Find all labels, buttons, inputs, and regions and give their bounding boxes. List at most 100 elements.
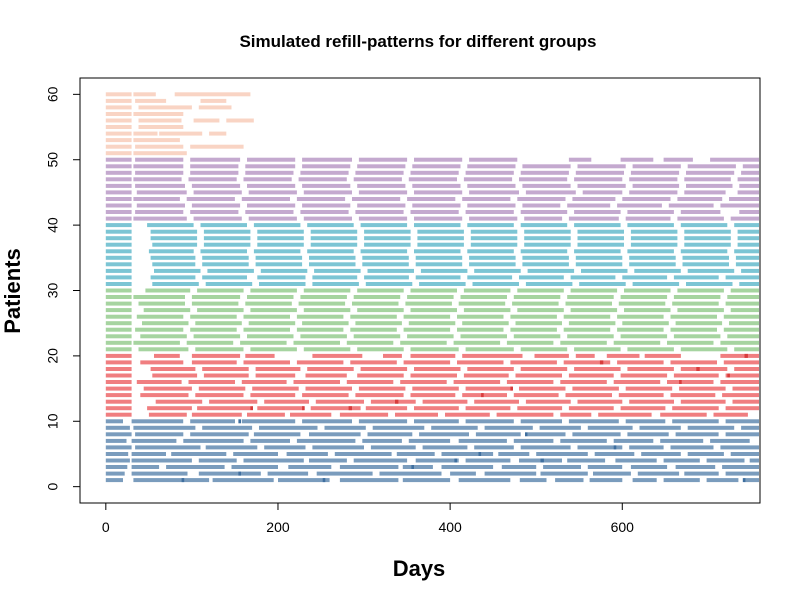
refill-segment — [357, 183, 406, 188]
refill-segment — [410, 308, 457, 313]
y-tick-label: 50 — [45, 152, 61, 168]
refill-segment — [364, 229, 411, 234]
refill-segment — [346, 340, 394, 345]
refill-segment — [577, 229, 624, 234]
overlap-mark — [302, 406, 305, 411]
refill-segment — [233, 452, 278, 456]
refill-segment — [686, 170, 735, 175]
refill-segment — [563, 327, 611, 332]
refill-segment — [293, 380, 340, 384]
refill-segment — [577, 445, 623, 450]
refill-segment — [620, 157, 654, 162]
refill-segment — [415, 275, 461, 280]
refill-segment — [140, 393, 189, 398]
refill-segment — [629, 177, 678, 182]
refill-segment — [670, 360, 717, 365]
refill-segment — [579, 282, 626, 286]
refill-segment — [105, 399, 132, 404]
refill-segment — [247, 334, 294, 339]
refill-segment — [155, 399, 203, 404]
refill-segment — [517, 197, 566, 201]
refill-segment — [450, 471, 476, 476]
overlap-mark — [744, 353, 748, 358]
refill-segment — [725, 432, 759, 437]
refill-segment — [357, 373, 404, 378]
refill-segment — [513, 438, 554, 443]
refill-segment — [517, 406, 563, 411]
refill-segment — [620, 373, 668, 378]
refill-segment — [723, 314, 759, 319]
refill-segment — [563, 360, 611, 365]
refill-segment — [152, 262, 196, 267]
refill-segment — [190, 164, 239, 169]
refill-segment — [193, 334, 241, 339]
refill-segment — [357, 347, 404, 352]
refill-segment — [293, 340, 340, 345]
refill-segment — [202, 367, 249, 371]
refill-segment — [741, 170, 759, 175]
refill-segment — [105, 432, 132, 437]
refill-segment — [193, 216, 242, 221]
refill-segment — [725, 373, 759, 378]
refill-segment — [358, 157, 408, 162]
refill-segment — [138, 105, 192, 110]
refill-segment — [520, 210, 568, 214]
refill-segment — [138, 301, 185, 306]
refill-segment — [422, 399, 468, 404]
refill-segment — [355, 321, 402, 326]
refill-segment — [408, 438, 451, 443]
refill-segment — [105, 334, 132, 339]
refill-segment — [312, 275, 358, 280]
refill-segment — [408, 321, 456, 326]
refill-segment — [195, 347, 244, 352]
refill-segment — [105, 216, 132, 221]
refill-segment — [725, 301, 759, 306]
refill-segment — [202, 255, 249, 260]
refill-segment — [253, 432, 301, 437]
refill-segment — [520, 170, 569, 175]
refill-segment — [465, 347, 514, 352]
y-tick-label: 10 — [45, 413, 61, 429]
refill-segment — [358, 190, 408, 195]
refill-segment — [231, 465, 278, 469]
refill-segment — [355, 170, 404, 175]
refill-segment — [677, 308, 724, 313]
refill-segment — [673, 275, 719, 280]
refill-segment — [639, 425, 681, 430]
refill-segment — [467, 203, 516, 208]
refill-segment — [310, 406, 361, 411]
refill-segment — [412, 386, 459, 391]
refill-segment — [567, 334, 614, 339]
refill-segment — [620, 334, 668, 339]
refill-segment — [400, 380, 447, 384]
refill-segment — [288, 465, 332, 469]
refill-segment — [190, 327, 237, 332]
refill-segment — [131, 465, 160, 469]
refill-segment — [682, 262, 729, 267]
refill-segment — [469, 157, 518, 162]
refill-segment — [510, 327, 557, 332]
refill-segment — [630, 229, 678, 234]
refill-segment — [142, 321, 189, 326]
refill-segment — [339, 412, 389, 417]
refill-segment — [568, 419, 619, 424]
refill-segment — [627, 249, 674, 254]
refill-segment — [296, 360, 344, 365]
refill-segment — [197, 308, 244, 313]
refill-segment — [663, 458, 700, 463]
overlap-mark — [348, 406, 352, 411]
refill-segment — [257, 236, 304, 241]
refill-segment — [257, 406, 304, 411]
refill-segment — [135, 157, 184, 162]
refill-segment — [105, 138, 132, 143]
refill-segment — [725, 406, 759, 411]
refill-segment — [190, 432, 249, 437]
refill-segment — [252, 386, 299, 391]
refill-segment — [725, 471, 759, 476]
refill-segment — [205, 282, 253, 286]
refill-segment — [105, 347, 132, 352]
refill-segment — [498, 452, 530, 456]
refill-segment — [379, 471, 442, 476]
refill-segment — [574, 347, 621, 352]
overlap-mark — [181, 478, 185, 483]
